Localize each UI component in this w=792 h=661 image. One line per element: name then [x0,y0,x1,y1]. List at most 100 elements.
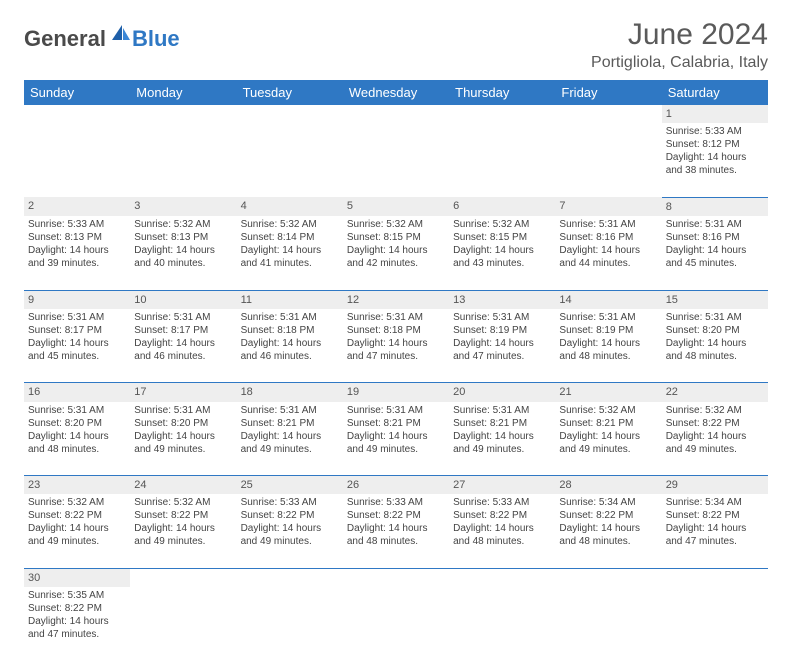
day-number-row: 9101112131415 [24,290,768,309]
daylight-line: Daylight: 14 hours [347,430,445,443]
sunrise-line: Sunrise: 5:31 AM [28,311,126,324]
daylight-line: and 39 minutes. [28,257,126,270]
weekday-header: Friday [555,80,661,105]
calendar-cell [449,587,555,661]
daylight-line: and 42 minutes. [347,257,445,270]
sunset-line: Sunset: 8:18 PM [347,324,445,337]
sunset-line: Sunset: 8:19 PM [559,324,657,337]
weekday-header: Wednesday [343,80,449,105]
day-number: 22 [662,383,768,402]
day-number: 26 [343,476,449,495]
sunset-line: Sunset: 8:22 PM [241,509,339,522]
day-number: 2 [24,197,130,216]
day-number: 10 [130,290,236,309]
day-number: 1 [662,105,768,123]
calendar-cell: Sunrise: 5:33 AMSunset: 8:22 PMDaylight:… [237,494,343,568]
daylight-line: Daylight: 14 hours [666,337,764,350]
day-number: 17 [130,383,236,402]
sunrise-line: Sunrise: 5:31 AM [134,311,232,324]
calendar-cell [343,587,449,661]
daylight-line: Daylight: 14 hours [347,522,445,535]
daylight-line: and 49 minutes. [666,443,764,456]
daylight-line: Daylight: 14 hours [559,337,657,350]
daylight-line: Daylight: 14 hours [28,522,126,535]
sunset-line: Sunset: 8:22 PM [28,602,126,615]
daylight-line: and 48 minutes. [347,535,445,548]
daylight-line: Daylight: 14 hours [347,337,445,350]
calendar-cell: Sunrise: 5:31 AMSunset: 8:17 PMDaylight:… [130,309,236,383]
sunrise-line: Sunrise: 5:34 AM [559,496,657,509]
calendar-cell [343,123,449,197]
header: General Blue June 2024 Portigliola, Cala… [24,18,768,72]
day-number: 30 [24,568,130,587]
calendar-week-row: Sunrise: 5:33 AMSunset: 8:13 PMDaylight:… [24,216,768,290]
day-number [130,105,236,123]
daylight-line: and 49 minutes. [559,443,657,456]
daylight-line: and 48 minutes. [666,350,764,363]
daylight-line: Daylight: 14 hours [666,522,764,535]
daylight-line: and 48 minutes. [28,443,126,456]
sunset-line: Sunset: 8:21 PM [559,417,657,430]
calendar-cell: Sunrise: 5:33 AMSunset: 8:22 PMDaylight:… [449,494,555,568]
sunrise-line: Sunrise: 5:31 AM [347,311,445,324]
sunrise-line: Sunrise: 5:31 AM [666,218,764,231]
sunset-line: Sunset: 8:12 PM [666,138,764,151]
calendar-cell: Sunrise: 5:31 AMSunset: 8:16 PMDaylight:… [555,216,661,290]
day-number: 18 [237,383,343,402]
day-number [555,568,661,587]
calendar-cell: Sunrise: 5:31 AMSunset: 8:21 PMDaylight:… [449,402,555,476]
calendar-cell: Sunrise: 5:31 AMSunset: 8:16 PMDaylight:… [662,216,768,290]
calendar-week-row: Sunrise: 5:31 AMSunset: 8:17 PMDaylight:… [24,309,768,383]
daylight-line: and 49 minutes. [453,443,551,456]
daylight-line: Daylight: 14 hours [559,430,657,443]
daylight-line: Daylight: 14 hours [559,244,657,257]
sunset-line: Sunset: 8:15 PM [453,231,551,244]
calendar-cell: Sunrise: 5:32 AMSunset: 8:22 PMDaylight:… [662,402,768,476]
daylight-line: Daylight: 14 hours [28,337,126,350]
sunrise-line: Sunrise: 5:32 AM [134,496,232,509]
calendar-cell [555,123,661,197]
sunset-line: Sunset: 8:22 PM [347,509,445,522]
daylight-line: and 44 minutes. [559,257,657,270]
day-number: 15 [662,290,768,309]
daylight-line: Daylight: 14 hours [666,244,764,257]
weekday-header: Tuesday [237,80,343,105]
calendar-cell: Sunrise: 5:33 AMSunset: 8:12 PMDaylight:… [662,123,768,197]
calendar-cell: Sunrise: 5:32 AMSunset: 8:13 PMDaylight:… [130,216,236,290]
calendar-cell: Sunrise: 5:31 AMSunset: 8:19 PMDaylight:… [555,309,661,383]
sunset-line: Sunset: 8:20 PM [28,417,126,430]
sunset-line: Sunset: 8:13 PM [134,231,232,244]
sail-icon [110,24,132,47]
calendar-cell [449,123,555,197]
calendar-cell [130,587,236,661]
daylight-line: Daylight: 14 hours [134,337,232,350]
daylight-line: and 49 minutes. [347,443,445,456]
daylight-line: Daylight: 14 hours [241,430,339,443]
day-number: 14 [555,290,661,309]
day-number [449,568,555,587]
daylight-line: and 38 minutes. [666,164,764,177]
calendar-cell: Sunrise: 5:31 AMSunset: 8:17 PMDaylight:… [24,309,130,383]
calendar-cell: Sunrise: 5:31 AMSunset: 8:20 PMDaylight:… [24,402,130,476]
weekday-header: Thursday [449,80,555,105]
calendar-week-row: Sunrise: 5:35 AMSunset: 8:22 PMDaylight:… [24,587,768,661]
calendar-cell: Sunrise: 5:34 AMSunset: 8:22 PMDaylight:… [555,494,661,568]
daylight-line: Daylight: 14 hours [134,522,232,535]
sunrise-line: Sunrise: 5:31 AM [453,311,551,324]
daylight-line: Daylight: 14 hours [28,244,126,257]
daylight-line: Daylight: 14 hours [347,244,445,257]
day-number: 21 [555,383,661,402]
calendar-cell: Sunrise: 5:33 AMSunset: 8:13 PMDaylight:… [24,216,130,290]
calendar-cell: Sunrise: 5:31 AMSunset: 8:21 PMDaylight:… [237,402,343,476]
day-number: 9 [24,290,130,309]
daylight-line: and 49 minutes. [28,535,126,548]
sunset-line: Sunset: 8:19 PM [453,324,551,337]
daylight-line: Daylight: 14 hours [666,151,764,164]
day-number: 3 [130,197,236,216]
daylight-line: and 47 minutes. [453,350,551,363]
day-number: 16 [24,383,130,402]
daylight-line: and 49 minutes. [134,443,232,456]
sunrise-line: Sunrise: 5:33 AM [453,496,551,509]
day-number [24,105,130,123]
sunrise-line: Sunrise: 5:31 AM [559,218,657,231]
